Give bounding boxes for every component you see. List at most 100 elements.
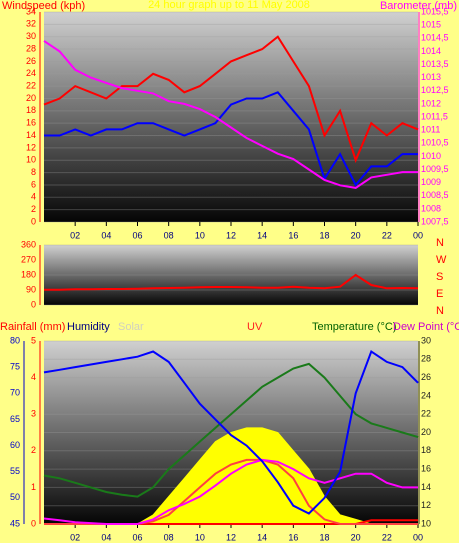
y2-tick-label: 1015,5 [421, 6, 449, 16]
y2-tick-label: 1012,5 [421, 85, 449, 95]
y2-tick-label: 1007,5 [421, 216, 449, 226]
y2-tick-label: 1011 [421, 125, 440, 135]
series-line [44, 273, 419, 291]
y-tick-label: 4 [31, 192, 36, 202]
y2-tick-label: 1014,5 [421, 33, 449, 43]
y3-tick-label: 50 [10, 492, 20, 502]
series-line [44, 91, 418, 187]
y-tick-label: 10 [26, 155, 36, 165]
y3-tick-label: 45 [10, 518, 20, 528]
y2-tick-label: 1013 [421, 72, 441, 82]
y-tick-label: 30 [26, 31, 36, 41]
x-tick-label: 16 [288, 532, 298, 542]
y3-tick-label: 65 [10, 414, 20, 424]
direction-label: S [436, 271, 443, 283]
y-tick-label: 0 [31, 299, 36, 309]
x-tick-label: 14 [257, 230, 267, 240]
y3-tick-label: 80 [10, 335, 20, 345]
y2-tick-label: 1014 [421, 46, 441, 56]
y2-tick-label: 1008,5 [421, 190, 449, 200]
x-tick-label: 08 [164, 230, 174, 240]
x-tick-label: 18 [319, 532, 329, 542]
y-tick-label: 360 [21, 239, 36, 249]
y2-axis-title: Barometer (mb) [380, 0, 457, 12]
chart-title: 24 hour graph up to 11 May 2008 [148, 0, 310, 11]
y3-tick-label: 75 [10, 362, 20, 372]
y2-tick-label: 20 [421, 427, 431, 437]
y2-tick-label: 30 [421, 335, 431, 345]
y2-tick-label: 1015 [421, 20, 441, 30]
y2-tick-label: 1011,5 [421, 111, 448, 121]
x-tick-label: 22 [382, 532, 392, 542]
y-axis-title: Windspeed (kph) [2, 0, 85, 12]
legend-temperature: Temperature (°C) [312, 321, 396, 333]
x-tick-label: 04 [101, 532, 111, 542]
y-tick-label: 2 [31, 204, 36, 214]
y2-tick-label: 16 [421, 463, 431, 473]
y-tick-label: 28 [26, 43, 36, 53]
y2-tick-label: 12 [421, 500, 431, 510]
y2-tick-label: 24 [421, 390, 431, 400]
y-tick-label: 16 [26, 118, 36, 128]
y-tick-label: 270 [21, 254, 36, 264]
y-tick-label: 180 [21, 269, 36, 279]
y2-tick-label: 1012 [421, 98, 441, 108]
x-tick-label: 00 [413, 230, 423, 240]
x-tick-label: 20 [351, 532, 361, 542]
x-tick-label: 22 [382, 230, 392, 240]
y-tick-label: 0 [31, 216, 36, 226]
y-tick-label: 18 [26, 105, 36, 115]
y-tick-label: 3 [31, 409, 36, 419]
x-tick-label: 10 [195, 230, 205, 240]
y-tick-label: 2 [31, 445, 36, 455]
y2-tick-label: 28 [421, 354, 431, 364]
y-tick-label: 1 [31, 482, 36, 492]
legend-rainfall: Rainfall (mm) [0, 321, 65, 333]
series-line [43, 35, 419, 164]
x-tick-label: 06 [132, 532, 142, 542]
y2-tick-label: 1009 [421, 177, 441, 187]
y-tick-label: 6 [31, 179, 36, 189]
y2-tick-label: 18 [421, 445, 431, 455]
y-tick-label: 12 [26, 142, 36, 152]
plot-background [44, 12, 418, 222]
y2-tick-label: 1009,5 [421, 164, 449, 174]
y2-tick-label: 1010 [421, 151, 441, 161]
direction-label: E [436, 288, 443, 300]
direction-label: W [436, 254, 447, 266]
x-tick-label: 20 [351, 230, 361, 240]
x-tick-label: 02 [70, 230, 80, 240]
y-tick-label: 26 [26, 56, 36, 66]
direction-label: N [436, 305, 444, 317]
y3-tick-label: 70 [10, 388, 20, 398]
legend-uv: UV [247, 321, 263, 333]
y-tick-label: 34 [26, 6, 36, 16]
series-line [43, 349, 419, 515]
series-line [43, 362, 419, 498]
x-tick-label: 12 [226, 230, 236, 240]
y3-tick-label: 60 [10, 440, 20, 450]
x-tick-label: 10 [195, 532, 205, 542]
y2-tick-label: 1010,5 [421, 138, 449, 148]
y2-tick-label: 1013,5 [421, 59, 449, 69]
y-tick-label: 32 [26, 19, 36, 29]
x-tick-label: 02 [70, 532, 80, 542]
series-line [43, 40, 418, 189]
direction-label: N [436, 237, 444, 249]
y-tick-label: 5 [31, 335, 36, 345]
x-tick-label: 12 [226, 532, 236, 542]
y-tick-label: 90 [26, 284, 36, 294]
x-tick-label: 16 [288, 230, 298, 240]
y-tick-label: 8 [31, 167, 36, 177]
x-tick-label: 08 [164, 532, 174, 542]
y2-tick-label: 26 [421, 372, 431, 382]
series-line [43, 458, 418, 525]
y2-tick-label: 10 [421, 518, 431, 528]
y2-tick-label: 1008 [421, 203, 441, 213]
y2-tick-label: 22 [421, 409, 431, 419]
x-tick-label: 06 [132, 230, 142, 240]
y-tick-label: 22 [26, 80, 36, 90]
y-tick-label: 24 [26, 68, 36, 78]
legend-solar: Solar [118, 321, 144, 333]
